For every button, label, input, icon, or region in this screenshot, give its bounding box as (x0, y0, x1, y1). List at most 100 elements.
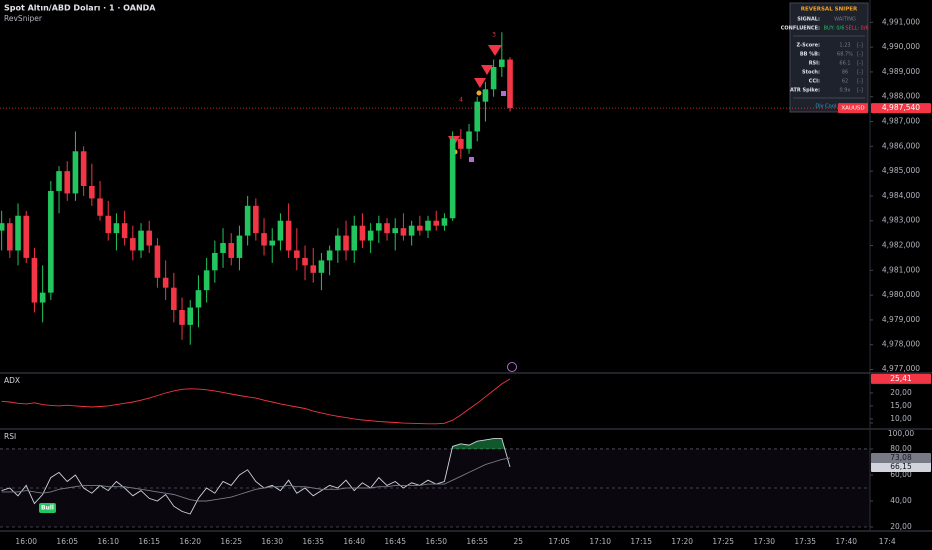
candle-body (326, 250, 333, 261)
y-tick-label: 4,988,000 (882, 92, 920, 101)
candle-body (417, 225, 423, 231)
candle-body (441, 218, 448, 226)
x-tick-label: 16:40 (343, 537, 365, 546)
candle-body (318, 260, 325, 273)
x-tick-label: 16:30 (261, 537, 283, 546)
x-tick-label: 16:25 (220, 537, 242, 546)
event-icon (507, 362, 517, 372)
x-tick-label: 17:40 (835, 537, 857, 546)
candle-body (15, 215, 21, 251)
x-tick-label: 17:35 (794, 537, 816, 546)
last-value-label: 25,41 (890, 374, 912, 383)
sell-marker (481, 65, 493, 75)
overbought-fill (451, 438, 505, 449)
y-tick-label: 4,989,000 (882, 67, 920, 76)
candle-body (466, 131, 472, 149)
candle-body (195, 290, 202, 308)
signal-square (501, 91, 506, 96)
candle-body (64, 171, 71, 194)
y-tick-label: 4,981,000 (882, 265, 920, 274)
symbol-box (838, 103, 868, 114)
pane-title: RSI (4, 432, 16, 441)
candle-body (121, 223, 128, 239)
y-tick-label: 4,985,000 (882, 166, 920, 175)
indicator-name: RevSniper (4, 14, 43, 23)
panel-value: 68.7% (837, 52, 853, 58)
candle-body (408, 225, 415, 236)
y-tick-label: 40,00 (890, 496, 912, 505)
y-tick-label: 4,982,000 (882, 241, 920, 250)
candle-body (433, 220, 440, 226)
candle-body (171, 287, 177, 310)
candle-body (220, 243, 226, 253)
last-value-label: 73,08 (890, 453, 912, 462)
y-tick-label: 4,977,000 (882, 364, 920, 373)
candle-body (335, 235, 341, 251)
panel-status: [-] (857, 88, 863, 94)
y-tick-label: 4,978,000 (882, 340, 920, 349)
candle-body (384, 223, 390, 234)
candle-body (359, 225, 366, 241)
candle-body (253, 205, 259, 234)
y-tick-label: 4,983,000 (882, 216, 920, 225)
signal-dot (476, 90, 482, 96)
last-value-label: 66,15 (890, 462, 912, 471)
candle-body (179, 310, 185, 325)
x-tick-label: 16:55 (466, 537, 488, 546)
annotation-box (39, 503, 56, 513)
x-tick-label: 16:10 (97, 537, 119, 546)
last-value-box (871, 461, 931, 472)
annotation-label: Bull (41, 505, 54, 512)
candle-body (154, 245, 161, 278)
y-tick-label: 60,00 (890, 470, 912, 479)
signal-label: 3 (492, 32, 496, 39)
candle-body (449, 138, 456, 219)
y-tick-label: 20,00 (890, 522, 912, 531)
y-tick-label: 4,986,000 (882, 141, 920, 150)
y-tick-label: 100,00 (888, 429, 914, 438)
candle-body (23, 215, 30, 258)
candle-body (162, 277, 169, 288)
panel-status: [-] (857, 79, 863, 85)
y-tick-label: 15,00 (890, 401, 912, 410)
candle-body (113, 223, 120, 234)
panel-value: WAITING (834, 17, 856, 23)
candle-body (285, 220, 292, 251)
candle-body (425, 220, 431, 231)
candle-body (499, 59, 505, 67)
y-tick-label: 4,990,000 (882, 42, 920, 51)
candle-body (56, 171, 62, 191)
candle-body (138, 230, 144, 251)
y-tick-label: 4,980,000 (882, 290, 920, 299)
candle-body (490, 66, 497, 90)
y-tick-label: 4,987,000 (882, 117, 920, 126)
panel-label: BB %B: (800, 52, 820, 58)
y-tick-label: 80,00 (890, 444, 912, 453)
last-value-box (871, 103, 931, 114)
last-value-label: 4,987,540 (882, 103, 920, 112)
candle-body (310, 265, 317, 273)
y-tick-label: 4,991,000 (882, 17, 920, 26)
signal-square (469, 157, 474, 162)
x-tick-label: 16:35 (302, 537, 324, 546)
panel-status: [-] (857, 43, 863, 49)
candle-body (507, 59, 513, 109)
panel-box (789, 2, 869, 113)
panel-footer: Div Cool: 3 (815, 104, 842, 110)
series-line (1, 378, 511, 425)
panel-status: [-] (857, 61, 863, 67)
panel-value: 1.23 (839, 43, 850, 49)
x-tick-label: 17:20 (671, 537, 693, 546)
last-value-box (871, 452, 931, 463)
candle-body (130, 238, 136, 251)
candle-body (367, 230, 374, 241)
symbol-label: XAUUSD (841, 106, 864, 112)
candle-body (7, 223, 13, 251)
panel-status: [-] (857, 52, 863, 58)
panel-label: CONFLUENCE: (781, 26, 820, 32)
panel-label: CCI: (809, 79, 820, 85)
x-tick-label: 16:00 (15, 537, 37, 546)
x-tick-label: 17:4 (879, 537, 896, 546)
candle-body (482, 89, 489, 102)
